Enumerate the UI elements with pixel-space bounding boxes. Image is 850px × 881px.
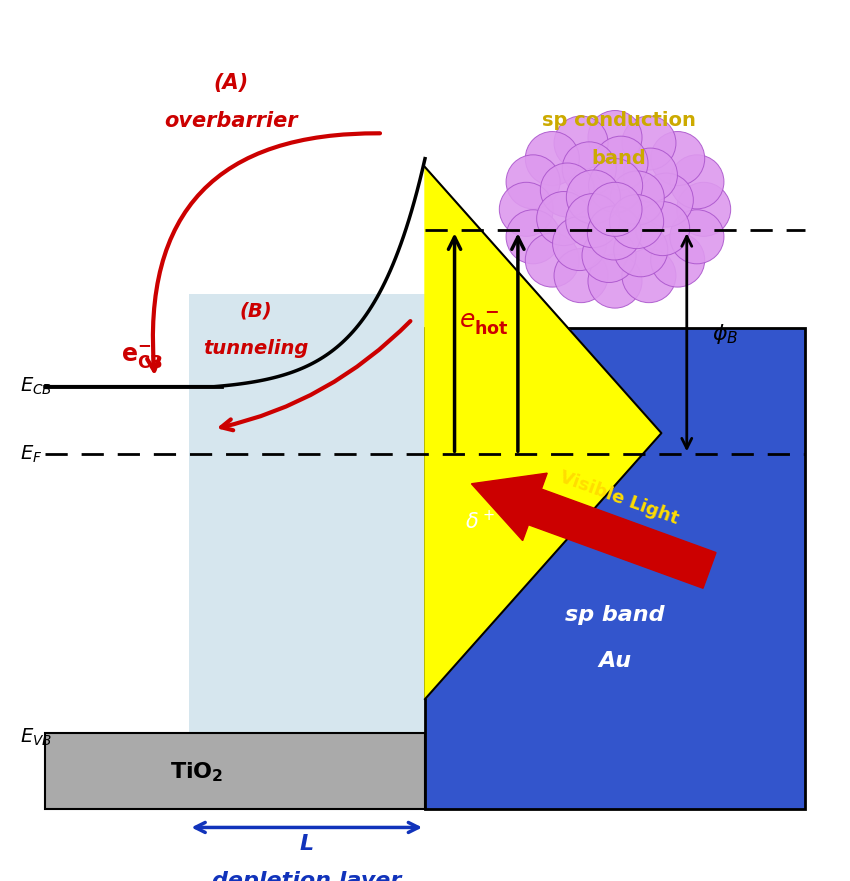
Circle shape <box>588 182 642 236</box>
Circle shape <box>506 210 560 263</box>
Polygon shape <box>425 167 661 700</box>
Circle shape <box>670 210 724 263</box>
Circle shape <box>588 254 642 308</box>
Bar <box>425 328 805 809</box>
Circle shape <box>554 248 608 303</box>
Circle shape <box>499 182 553 236</box>
Text: overbarrier: overbarrier <box>164 111 298 130</box>
Circle shape <box>636 202 689 255</box>
Circle shape <box>610 171 664 225</box>
Circle shape <box>622 116 676 170</box>
Circle shape <box>677 182 731 236</box>
Text: Visible Light: Visible Light <box>558 468 681 528</box>
Circle shape <box>562 142 616 196</box>
Circle shape <box>639 173 694 227</box>
Text: $E_F$: $E_F$ <box>20 443 42 465</box>
Circle shape <box>650 233 705 287</box>
Text: Au: Au <box>598 651 632 671</box>
Circle shape <box>670 155 724 209</box>
Bar <box>189 293 425 733</box>
Text: (B): (B) <box>240 301 272 320</box>
Circle shape <box>582 228 636 283</box>
Text: $E_{CB}$: $E_{CB}$ <box>20 376 52 397</box>
Text: (A): (A) <box>213 72 248 93</box>
Text: $\mathbf{TiO_2}$: $\mathbf{TiO_2}$ <box>170 761 224 784</box>
Text: tunneling: tunneling <box>203 339 309 359</box>
Text: $\mathbf{e_{CB}^{-}}$: $\mathbf{e_{CB}^{-}}$ <box>122 344 163 371</box>
Text: sp band: sp band <box>565 604 665 625</box>
Circle shape <box>525 131 580 186</box>
Circle shape <box>506 155 560 209</box>
Polygon shape <box>472 473 716 589</box>
Bar <box>45 733 425 809</box>
Text: depletion layer: depletion layer <box>212 870 401 881</box>
Circle shape <box>588 110 642 165</box>
Circle shape <box>609 195 664 248</box>
Circle shape <box>650 131 705 186</box>
Circle shape <box>622 248 676 303</box>
Circle shape <box>614 223 668 277</box>
Circle shape <box>554 116 608 170</box>
Circle shape <box>552 217 607 270</box>
Circle shape <box>594 137 648 190</box>
Text: $E_{VB}$: $E_{VB}$ <box>20 727 52 748</box>
Circle shape <box>525 233 580 287</box>
Circle shape <box>566 194 620 248</box>
Circle shape <box>566 170 620 224</box>
Circle shape <box>623 148 677 202</box>
Circle shape <box>587 206 642 260</box>
Circle shape <box>536 191 591 246</box>
Text: $\mathbf{\mathit{e}_{hot}^{\ -}}$: $\mathbf{\mathit{e}_{hot}^{\ -}}$ <box>459 310 509 337</box>
Circle shape <box>588 159 643 212</box>
Circle shape <box>541 163 594 217</box>
Text: L: L <box>300 834 314 855</box>
Text: $\delta^+$: $\delta^+$ <box>465 510 495 533</box>
Text: $\phi_B$: $\phi_B$ <box>712 322 739 346</box>
Text: band: band <box>592 149 647 168</box>
Text: sp conduction: sp conduction <box>542 111 696 130</box>
